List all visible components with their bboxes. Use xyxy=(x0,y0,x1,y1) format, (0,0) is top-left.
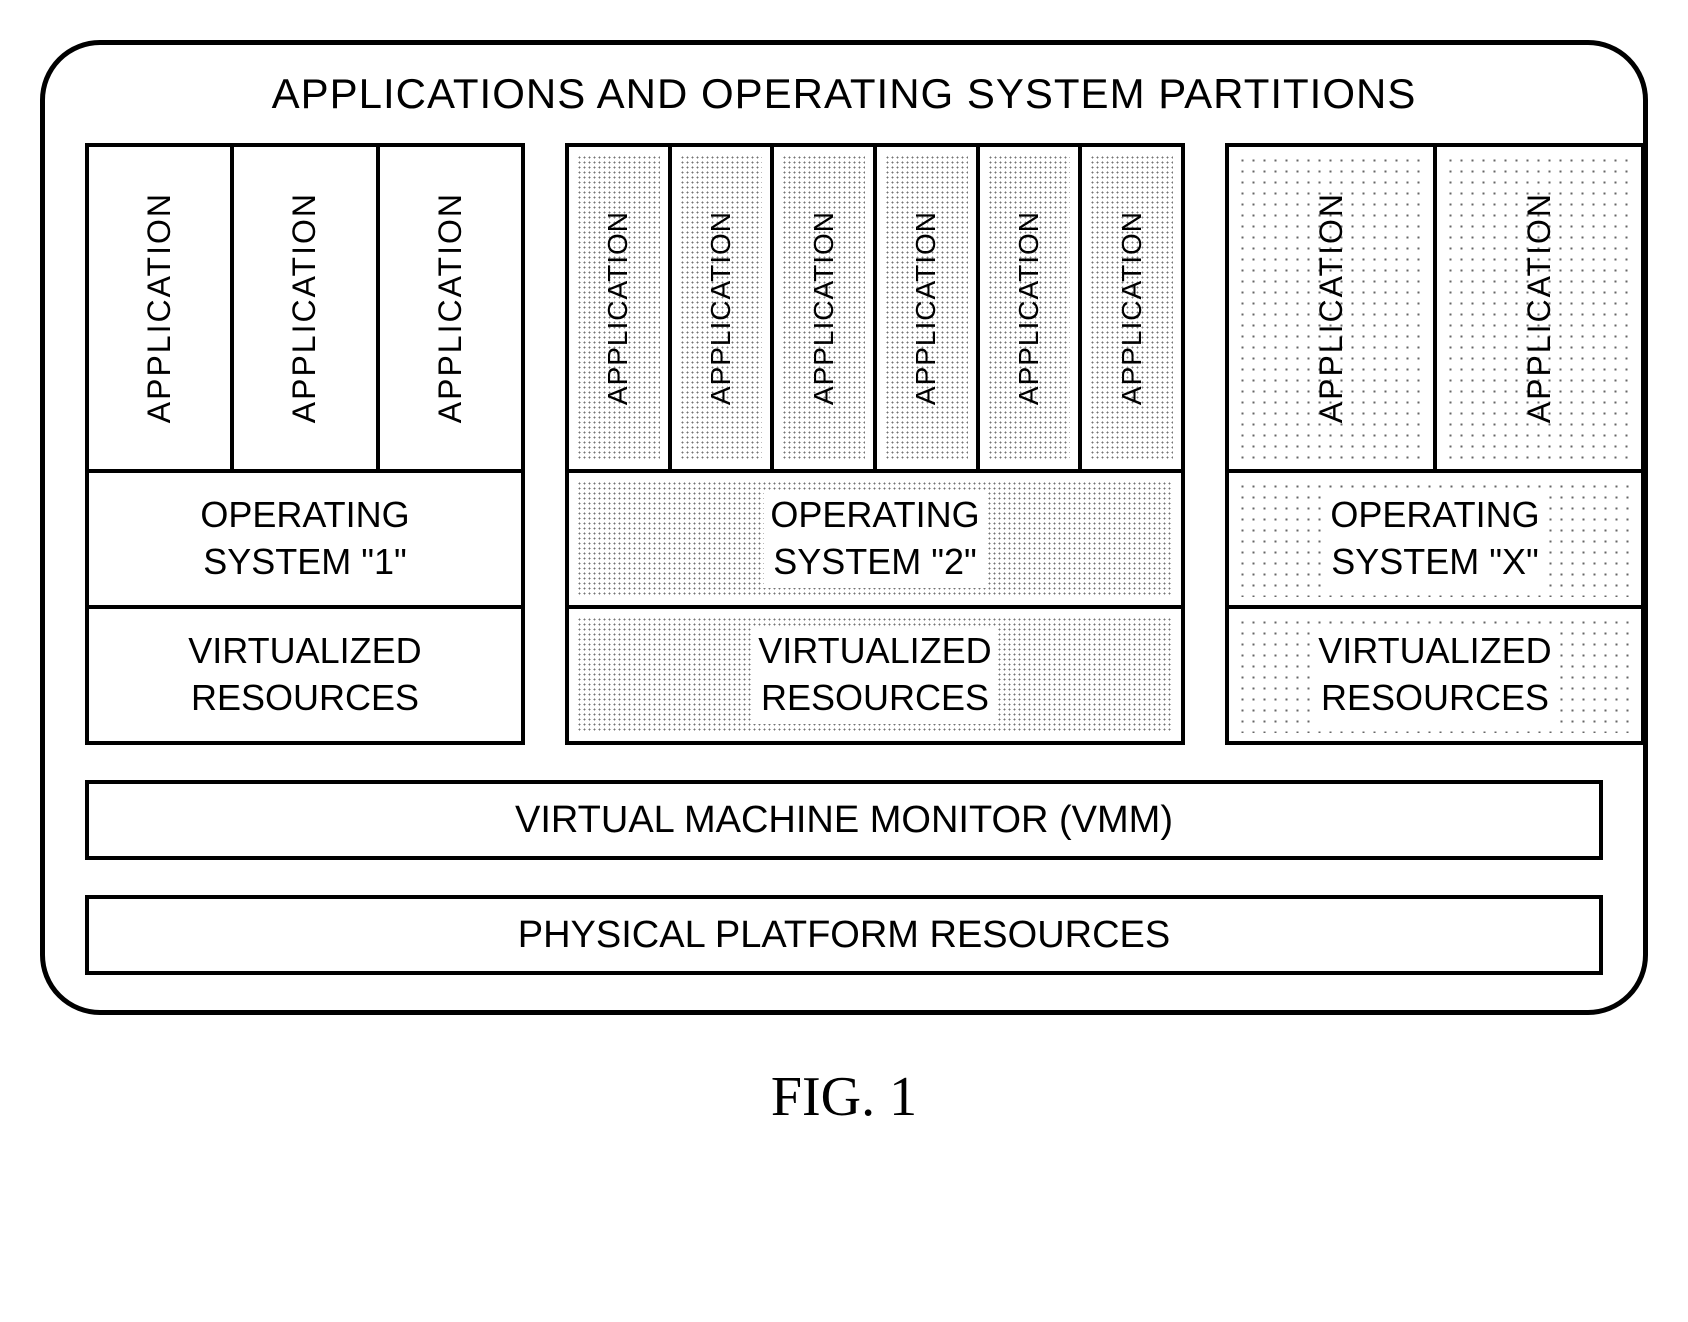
partition-2-vr: VIRTUALIZED RESOURCES xyxy=(565,605,1185,745)
partition-3-vr: VIRTUALIZED RESOURCES xyxy=(1225,605,1645,745)
partition-1-os: OPERATING SYSTEM "1" xyxy=(85,469,525,609)
app-label: APPLICATION xyxy=(1116,211,1148,405)
physical-label: PHYSICAL PLATFORM RESOURCES xyxy=(518,914,1170,957)
partition-1-apps: APPLICATION APPLICATION APPLICATION xyxy=(85,143,525,473)
app-label: APPLICATION xyxy=(1521,192,1558,423)
partition-3: APPLICATION APPLICATION OPERATING SYSTEM… xyxy=(1225,143,1645,745)
partition-3-os: OPERATING SYSTEM "X" xyxy=(1225,469,1645,609)
partition-1-vr: VIRTUALIZED RESOURCES xyxy=(85,605,525,745)
vmm-label: VIRTUAL MACHINE MONITOR (VMM) xyxy=(515,799,1173,842)
app-cell: APPLICATION xyxy=(376,143,525,473)
app-cell: APPLICATION xyxy=(85,143,234,473)
partition-2: APPLICATION APPLICATION APPLICATION APPL… xyxy=(565,143,1185,745)
app-cell: APPLICATION xyxy=(230,143,379,473)
figure-caption: FIG. 1 xyxy=(40,1065,1648,1129)
os-label: OPERATING SYSTEM "X" xyxy=(1324,490,1545,588)
partition-1: APPLICATION APPLICATION APPLICATION OPER… xyxy=(85,143,525,745)
vr-label: VIRTUALIZED RESOURCES xyxy=(1312,626,1557,724)
app-label: APPLICATION xyxy=(705,211,737,405)
app-label: APPLICATION xyxy=(141,192,178,423)
partition-2-os: OPERATING SYSTEM "2" xyxy=(565,469,1185,609)
app-label: APPLICATION xyxy=(432,192,469,423)
partition-2-apps: APPLICATION APPLICATION APPLICATION APPL… xyxy=(565,143,1185,473)
app-label: APPLICATION xyxy=(910,211,942,405)
app-cell: APPLICATION xyxy=(1225,143,1437,473)
os-label: OPERATING SYSTEM "1" xyxy=(200,492,409,586)
vr-label: VIRTUALIZED RESOURCES xyxy=(188,628,421,722)
diagram-frame: APPLICATIONS AND OPERATING SYSTEM PARTIT… xyxy=(40,40,1648,1015)
partition-3-apps: APPLICATION APPLICATION xyxy=(1225,143,1645,473)
app-label: APPLICATION xyxy=(808,211,840,405)
app-cell: APPLICATION xyxy=(1078,143,1185,473)
app-cell: APPLICATION xyxy=(976,143,1083,473)
vmm-row: VIRTUAL MACHINE MONITOR (VMM) xyxy=(85,780,1603,860)
app-label: APPLICATION xyxy=(1313,192,1350,423)
app-label: APPLICATION xyxy=(286,192,323,423)
app-cell: APPLICATION xyxy=(873,143,980,473)
app-cell: APPLICATION xyxy=(770,143,877,473)
app-cell: APPLICATION xyxy=(565,143,672,473)
app-label: APPLICATION xyxy=(602,211,634,405)
app-cell: APPLICATION xyxy=(1433,143,1645,473)
app-cell: APPLICATION xyxy=(668,143,775,473)
partitions-row: APPLICATION APPLICATION APPLICATION OPER… xyxy=(85,143,1603,745)
physical-row: PHYSICAL PLATFORM RESOURCES xyxy=(85,895,1603,975)
app-label: APPLICATION xyxy=(1013,211,1045,405)
diagram-title: APPLICATIONS AND OPERATING SYSTEM PARTIT… xyxy=(85,70,1603,118)
vr-label: VIRTUALIZED RESOURCES xyxy=(752,626,997,724)
os-label: OPERATING SYSTEM "2" xyxy=(764,490,985,588)
